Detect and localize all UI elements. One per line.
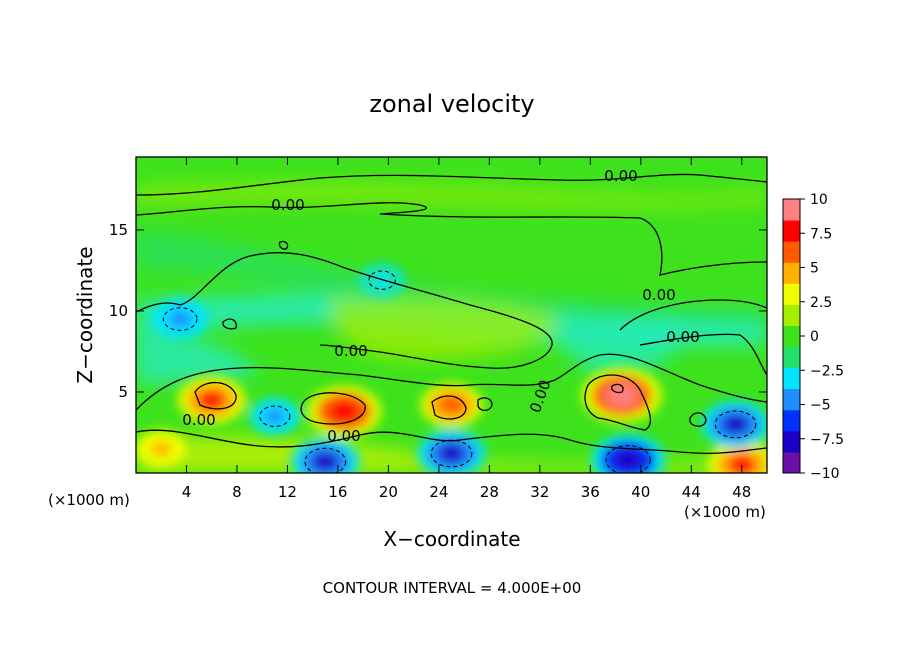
contour-label: 0.00 <box>271 196 304 214</box>
negative-cell-core <box>168 310 192 328</box>
negative-cell-core <box>613 449 644 471</box>
negative-cell-core <box>437 443 466 464</box>
x-tick-label: 36 <box>581 483 600 501</box>
upper-green-band <box>136 230 767 330</box>
negative-contour <box>430 439 473 468</box>
contour-label: 0.00 <box>642 286 675 304</box>
negative-contour <box>714 410 757 439</box>
x-tick-label: 32 <box>530 483 549 501</box>
colorbar-segment <box>783 388 800 411</box>
chart-title: zonal velocity <box>369 90 534 118</box>
contour-zero-middle <box>136 252 553 369</box>
contour-label: 0.00 <box>604 167 637 185</box>
x-tick-label: 16 <box>328 483 347 501</box>
colorbar-segment <box>783 220 800 242</box>
positive-cell-core <box>438 395 465 414</box>
colorbar-segment <box>783 304 800 326</box>
negative-cell-core <box>311 451 340 472</box>
colorbar-tick-label: 7.5 <box>810 226 832 242</box>
contour-label: 0.00 <box>334 342 367 360</box>
colorbar-segment <box>783 367 800 390</box>
yellow-upper <box>136 181 767 209</box>
x-tick-label: 20 <box>379 483 398 501</box>
y-axis: 5 10 15 <box>109 221 767 401</box>
positive-cell-core <box>150 441 172 457</box>
contour-zero-right <box>619 299 767 331</box>
colorbar-segment <box>783 430 800 453</box>
colorbar-segment <box>783 199 800 221</box>
positive-cell-core <box>329 400 360 422</box>
colorbar-segment <box>783 325 800 348</box>
contour-ring-3 <box>431 395 467 420</box>
x-tick-label: 44 <box>682 483 701 501</box>
contour-ring-4 <box>584 374 652 431</box>
y-tick-label: 5 <box>118 383 128 401</box>
negative-contour <box>605 445 651 473</box>
contour-label: 0.00 <box>182 411 215 429</box>
positive-cell-core <box>727 455 756 473</box>
plot-area <box>136 157 767 473</box>
negative-cell-core <box>264 408 286 424</box>
colorbar-tick-label: 0 <box>810 329 819 345</box>
y-tick-label: 10 <box>109 302 128 320</box>
negative-cell-core <box>721 414 750 435</box>
colorbar-segment <box>783 451 800 474</box>
contour-ring-8 <box>222 318 237 330</box>
contour-ring-7 <box>278 240 289 250</box>
x-tick-label: 4 <box>182 483 192 501</box>
x-tick-label: 8 <box>232 483 242 501</box>
contour-ring-9 <box>610 383 624 394</box>
contour-ring-6 <box>477 397 493 412</box>
colorbar-tick-label: −10 <box>810 466 840 482</box>
cyan-low-left <box>136 334 260 385</box>
contour-zero-upper <box>136 202 767 276</box>
colorbar-segment <box>783 241 800 263</box>
contour-ring-2 <box>300 392 366 425</box>
contour-ring-5 <box>689 412 707 427</box>
contour-ring-1 <box>194 381 237 410</box>
plot-frame <box>135 156 768 474</box>
colorbar-segment <box>783 346 800 369</box>
contour-label: 0.00 <box>327 427 360 445</box>
contour-interval-note: CONTOUR INTERVAL = 4.000E+00 <box>323 579 582 597</box>
colorbar-segment <box>783 283 800 305</box>
colorbar-segment <box>783 262 800 284</box>
x-tick-label: 40 <box>631 483 650 501</box>
negative-contour <box>162 307 198 331</box>
colorbar: 10 7.5 5 2.5 0 −2.5 −5 −7.5 −10 <box>782 192 844 482</box>
colorbar-tick-label: 5 <box>810 261 819 277</box>
positive-cell-core <box>605 383 639 407</box>
negative-contour <box>368 270 396 290</box>
colorbar-tick-label: 2.5 <box>810 295 832 311</box>
contour-zero-right-lower <box>639 333 767 376</box>
y-tick-label: 15 <box>109 221 128 239</box>
x-tick-label: 12 <box>278 483 297 501</box>
contour-zero-bottom <box>136 429 767 454</box>
colorbar-tick-label: 10 <box>810 192 828 208</box>
y-axis-label: Z−coordinate <box>73 246 97 383</box>
x-tick-label: 24 <box>429 483 448 501</box>
x-unit-left: (×1000 m) <box>48 491 130 509</box>
contour-zero-lower <box>136 353 767 411</box>
colorbar-tick-label: −7.5 <box>810 432 844 448</box>
colorbar-tick-label: −2.5 <box>810 363 844 379</box>
x-tick-label: 28 <box>480 483 499 501</box>
negative-contour <box>304 447 347 473</box>
x-axis-label: X−coordinate <box>383 527 520 551</box>
colorbar-segment <box>783 409 800 432</box>
x-axis: 4 8 12 16 20 24 28 32 36 40 44 48 <box>182 157 751 501</box>
negative-contour <box>259 405 291 427</box>
negative-contours <box>162 270 757 473</box>
colorbar-tick-label: −5 <box>810 398 831 414</box>
positive-cell-core <box>197 390 226 410</box>
x-tick-label: 48 <box>732 483 751 501</box>
contour-label: 0.00 <box>666 328 699 346</box>
contour-lines <box>136 173 767 454</box>
contour-zero-top <box>136 173 767 196</box>
cyan-low-mid <box>560 323 682 380</box>
x-unit-right: (×1000 m) <box>684 503 766 521</box>
